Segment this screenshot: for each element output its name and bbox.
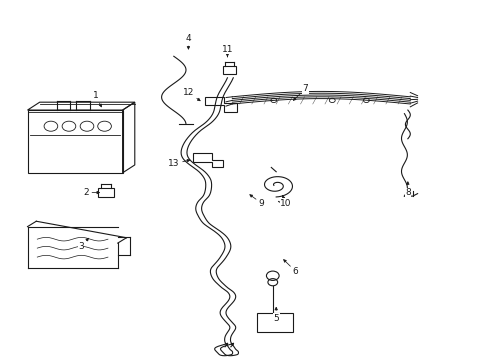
Text: 5: 5 xyxy=(273,307,279,323)
Text: 7: 7 xyxy=(293,84,308,100)
Text: 8: 8 xyxy=(404,182,410,197)
Text: 9: 9 xyxy=(249,195,264,208)
Text: 11: 11 xyxy=(221,45,233,57)
Text: 12: 12 xyxy=(183,87,200,101)
Text: 4: 4 xyxy=(185,34,191,49)
Text: 3: 3 xyxy=(78,238,88,251)
Text: 13: 13 xyxy=(168,159,189,168)
Text: 1: 1 xyxy=(93,91,101,107)
Text: 10: 10 xyxy=(280,195,291,208)
Text: 6: 6 xyxy=(283,260,298,276)
Text: 2: 2 xyxy=(83,188,99,197)
